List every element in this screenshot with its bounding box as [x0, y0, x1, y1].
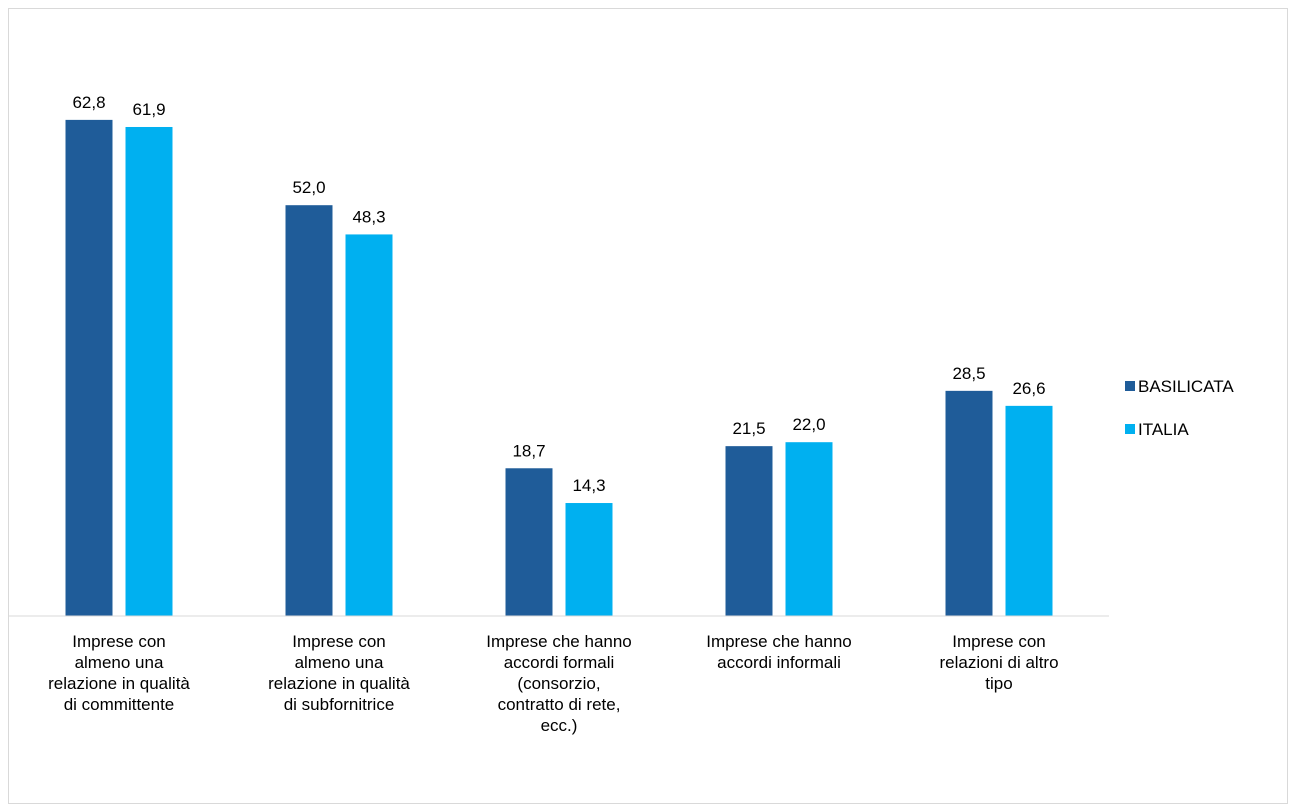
data-label: 52,0	[292, 178, 325, 197]
category-label: Imprese con almeno una relazione in qualit…	[268, 632, 410, 714]
category-label: Imprese con relazioni di altro tipo	[939, 632, 1058, 693]
bar	[125, 126, 173, 617]
data-label: 48,3	[352, 207, 385, 226]
data-label: 62,8	[72, 93, 105, 112]
category-label: Imprese che hanno accordi formali (consorz…	[486, 632, 632, 735]
data-label: 22,0	[792, 415, 825, 434]
bar	[285, 205, 333, 616]
legend-label: BASILICATA	[1138, 377, 1234, 396]
bar	[345, 234, 393, 616]
data-label: 14,3	[572, 476, 605, 495]
bar	[565, 503, 613, 616]
legend-swatch	[1125, 424, 1135, 434]
data-label: 61,9	[132, 100, 165, 119]
legend-label: ITALIA	[1138, 420, 1189, 439]
category-label: Imprese che hanno accordi informali	[706, 632, 852, 672]
data-label: 21,5	[732, 419, 765, 438]
data-label: 26,6	[1012, 379, 1045, 398]
data-label: 28,5	[952, 364, 985, 383]
chart-frame: 62,8 61,9 Imprese con almeno una relazione i…	[8, 8, 1288, 804]
bar	[1005, 405, 1053, 616]
category-label: Imprese con almeno una relazione in qualit…	[48, 632, 190, 714]
bar	[725, 446, 773, 616]
bar	[65, 119, 113, 616]
legend-swatch	[1125, 381, 1135, 391]
bar-chart: 62,8 61,9 Imprese con almeno una relazione i…	[9, 93, 1234, 735]
bar	[785, 442, 833, 616]
bar	[945, 390, 993, 616]
data-label: 18,7	[512, 441, 545, 460]
bar	[505, 468, 553, 616]
